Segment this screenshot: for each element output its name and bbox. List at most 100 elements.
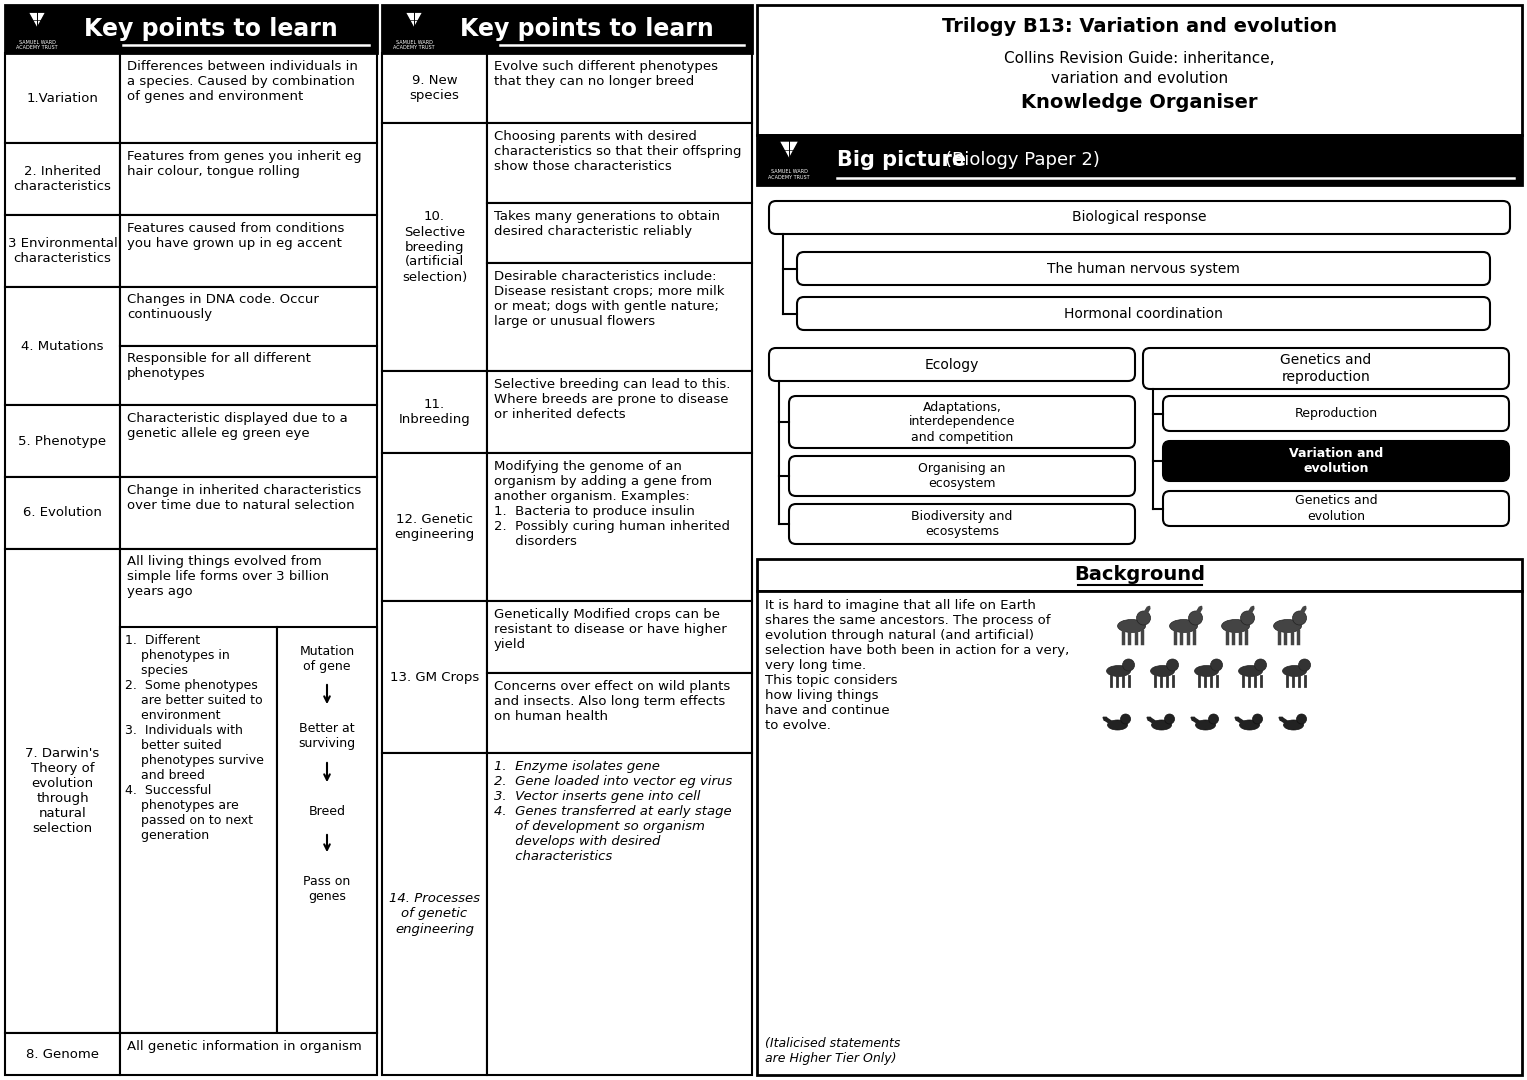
Text: Pass on
genes: Pass on genes	[304, 875, 351, 903]
FancyBboxPatch shape	[789, 396, 1135, 448]
Ellipse shape	[1194, 665, 1219, 676]
Bar	[121, 627, 276, 1032]
Ellipse shape	[1222, 620, 1249, 633]
Text: Desirable characteristics include:
Disease resistant crops; more milk
or meat; d: Desirable characteristics include: Disea…	[495, 270, 724, 328]
FancyBboxPatch shape	[770, 201, 1510, 234]
Text: Differences between individuals in
a species. Caused by combination
of genes and: Differences between individuals in a spe…	[127, 60, 357, 103]
FancyArrow shape	[1191, 717, 1200, 725]
Polygon shape	[779, 141, 799, 159]
Bar	[121, 477, 377, 549]
Bar	[757, 591, 1522, 1075]
Bar	[382, 453, 487, 600]
Text: Knowledge Organiser: Knowledge Organiser	[1022, 93, 1258, 112]
Bar	[5, 1032, 121, 1075]
Bar	[5, 53, 121, 143]
Text: Background: Background	[1073, 566, 1205, 584]
Text: 6. Evolution: 6. Evolution	[23, 507, 102, 519]
Text: 10.
Selective
breeding
(artificial
selection): 10. Selective breeding (artificial selec…	[402, 211, 467, 283]
Ellipse shape	[1150, 665, 1174, 676]
Text: Selective breeding can lead to this.
Where breeds are prone to disease
or inheri: Selective breeding can lead to this. Whe…	[495, 378, 730, 421]
Text: SAMUEL WARD
ACADEMY TRUST: SAMUEL WARD ACADEMY TRUST	[768, 168, 809, 179]
FancyBboxPatch shape	[797, 252, 1490, 285]
Text: Genetics and
evolution: Genetics and evolution	[1295, 495, 1377, 523]
Ellipse shape	[1238, 665, 1263, 676]
Circle shape	[1188, 611, 1203, 625]
Text: 2. Inherited
characteristics: 2. Inherited characteristics	[14, 165, 111, 193]
Text: 8. Genome: 8. Genome	[26, 1048, 99, 1061]
FancyArrow shape	[1147, 717, 1156, 725]
Circle shape	[1292, 611, 1307, 625]
Ellipse shape	[1118, 620, 1145, 633]
Circle shape	[1165, 714, 1174, 724]
Bar	[121, 215, 377, 287]
Circle shape	[1255, 659, 1266, 671]
Text: 7. Darwin's
Theory of
evolution
through
natural
selection: 7. Darwin's Theory of evolution through …	[26, 747, 99, 835]
Bar	[5, 287, 121, 405]
Bar	[487, 600, 751, 673]
Text: All living things evolved from
simple life forms over 3 billion
years ago: All living things evolved from simple li…	[127, 555, 328, 598]
Polygon shape	[27, 12, 46, 28]
Bar	[487, 203, 751, 264]
Text: Adaptations,
interdependence
and competition: Adaptations, interdependence and competi…	[909, 401, 1015, 444]
Bar	[121, 549, 377, 1032]
Bar	[757, 5, 1522, 135]
Bar	[487, 453, 751, 600]
Text: Change in inherited characteristics
over time due to natural selection: Change in inherited characteristics over…	[127, 484, 362, 512]
Text: Modifying the genome of an
organism by adding a gene from
another organism. Exam: Modifying the genome of an organism by a…	[495, 460, 730, 548]
Text: Better at
surviving: Better at surviving	[298, 723, 356, 750]
Text: Trilogy B13: Variation and evolution: Trilogy B13: Variation and evolution	[942, 17, 1338, 36]
FancyArrow shape	[1301, 606, 1306, 613]
Text: Concerns over effect on wild plants
and insects. Also long term effects
on human: Concerns over effect on wild plants and …	[495, 680, 730, 723]
FancyBboxPatch shape	[1164, 491, 1509, 526]
Circle shape	[1122, 659, 1135, 671]
Text: 11.
Inbreeding: 11. Inbreeding	[399, 399, 470, 426]
Text: Characteristic displayed due to a
genetic allele eg green eye: Characteristic displayed due to a geneti…	[127, 411, 348, 440]
Text: (Biology Paper 2): (Biology Paper 2)	[945, 151, 1099, 168]
Bar	[5, 143, 121, 215]
Text: 3 Environmental
characteristics: 3 Environmental characteristics	[8, 237, 118, 265]
Ellipse shape	[1107, 665, 1130, 676]
Text: (Italicised statements
are Higher Tier Only): (Italicised statements are Higher Tier O…	[765, 1037, 901, 1065]
Bar	[382, 753, 487, 1075]
Bar	[121, 143, 377, 215]
Circle shape	[1121, 714, 1130, 724]
Text: All genetic information in organism: All genetic information in organism	[127, 1040, 362, 1053]
Ellipse shape	[1107, 720, 1127, 730]
Text: Key points to learn: Key points to learn	[460, 17, 715, 41]
Text: It is hard to imagine that all life on Earth
shares the same ancestors. The proc: It is hard to imagine that all life on E…	[765, 599, 1069, 732]
Polygon shape	[405, 12, 423, 28]
Bar	[487, 753, 751, 1075]
Bar	[487, 372, 751, 453]
Text: SAMUEL WARD
ACADEMY TRUST: SAMUEL WARD ACADEMY TRUST	[392, 40, 435, 51]
Text: Biodiversity and
ecosystems: Biodiversity and ecosystems	[912, 510, 1012, 538]
Text: Biological response: Biological response	[1072, 211, 1206, 225]
Text: 4. Mutations: 4. Mutations	[21, 339, 104, 352]
Bar	[5, 477, 121, 549]
Text: Responsible for all different
phenotypes: Responsible for all different phenotypes	[127, 352, 312, 380]
Ellipse shape	[1170, 620, 1197, 633]
Text: Takes many generations to obtain
desired characteristic reliably: Takes many generations to obtain desired…	[495, 210, 721, 238]
Text: 9. New
species: 9. New species	[409, 75, 460, 102]
Ellipse shape	[1284, 720, 1304, 730]
FancyBboxPatch shape	[797, 297, 1490, 330]
Text: Key points to learn: Key points to learn	[84, 17, 337, 41]
Text: Features caused from conditions
you have grown up in eg accent: Features caused from conditions you have…	[127, 222, 345, 249]
Text: 1.  Enzyme isolates gene
2.  Gene loaded into vector eg virus
3.  Vector inserts: 1. Enzyme isolates gene 2. Gene loaded i…	[495, 760, 733, 863]
Bar	[382, 600, 487, 753]
Text: Genetically Modified crops can be
resistant to disease or have higher
yield: Genetically Modified crops can be resist…	[495, 608, 727, 651]
Bar	[121, 53, 377, 143]
FancyArrow shape	[1235, 717, 1245, 725]
FancyBboxPatch shape	[1144, 348, 1509, 389]
Bar	[382, 5, 751, 53]
Circle shape	[1296, 714, 1307, 724]
Text: 5. Phenotype: 5. Phenotype	[18, 434, 107, 447]
Bar	[382, 123, 487, 372]
FancyArrow shape	[1248, 606, 1254, 613]
FancyArrow shape	[1144, 606, 1150, 613]
FancyArrow shape	[1102, 717, 1112, 725]
FancyBboxPatch shape	[789, 456, 1135, 496]
Bar	[757, 135, 1522, 185]
Bar	[5, 5, 377, 53]
Text: 14. Processes
of genetic
engineering: 14. Processes of genetic engineering	[389, 892, 479, 935]
Bar	[382, 53, 487, 123]
